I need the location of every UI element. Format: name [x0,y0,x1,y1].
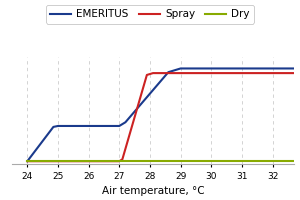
EMERITUS [52,126,55,128]
EMERITUS [167,71,170,73]
Line: EMERITUS: EMERITUS [27,68,294,161]
Spray [26,160,29,162]
Spray [151,72,155,74]
EMERITUS [179,67,182,70]
Spray [145,74,149,76]
Spray [121,158,124,161]
EMERITUS [292,67,296,70]
EMERITUS [124,121,127,123]
Spray [118,160,121,162]
Line: Spray: Spray [27,73,294,161]
Spray [292,72,296,74]
EMERITUS [118,125,121,127]
EMERITUS [26,160,29,162]
EMERITUS [56,125,60,127]
X-axis label: Air temperature, °C: Air temperature, °C [102,186,204,196]
Legend: EMERITUS, Spray, Dry: EMERITUS, Spray, Dry [46,5,254,24]
